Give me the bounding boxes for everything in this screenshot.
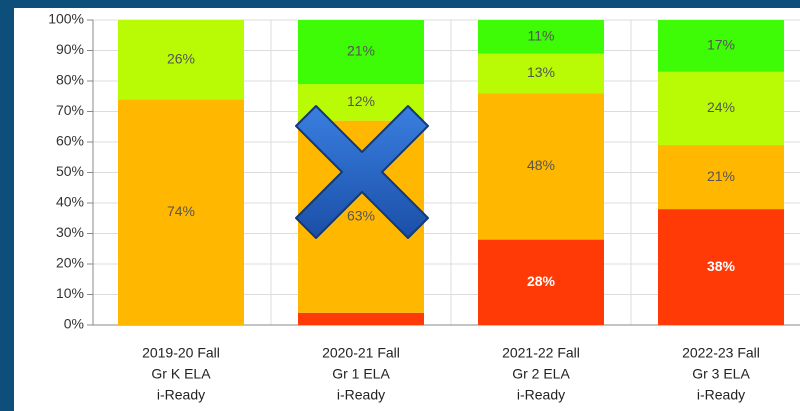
y-tick-label: 70% <box>56 102 84 118</box>
data-label: 63% <box>347 207 375 223</box>
bar-segment <box>118 20 244 100</box>
y-tick-label: 20% <box>56 255 84 271</box>
bar-segment <box>298 20 424 85</box>
x-tick-label: 2022-23 Fall <box>682 345 760 361</box>
bar-segment <box>658 209 784 325</box>
bar-segment <box>478 20 604 54</box>
data-label: 21% <box>707 168 735 184</box>
x-icon <box>295 105 429 239</box>
y-tick-label: 90% <box>56 41 84 57</box>
bar-segment <box>478 93 604 240</box>
y-tick-label: 60% <box>56 133 84 149</box>
y-tick-label: 30% <box>56 224 84 240</box>
y-tick-label: 10% <box>56 285 84 301</box>
x-tick-label: 2021-22 Fall <box>502 345 580 361</box>
bar-segment <box>658 71 784 146</box>
data-label: 17% <box>707 37 735 53</box>
bar-segment <box>478 239 604 325</box>
bar-segment <box>658 20 784 72</box>
data-label: 11% <box>528 27 555 43</box>
data-label: 12% <box>347 93 375 109</box>
y-tick-label: 80% <box>56 72 84 88</box>
data-label: 13% <box>527 64 555 80</box>
data-label: 21% <box>347 43 375 59</box>
data-label: 28% <box>527 273 556 289</box>
x-tick-label: Gr K ELA <box>151 366 211 382</box>
data-label: 48% <box>527 157 555 173</box>
x-tick-label: 2019-20 Fall <box>142 345 220 361</box>
x-shape <box>295 105 429 239</box>
x-tick-label: Gr 1 ELA <box>332 366 390 382</box>
data-label: 74% <box>167 203 195 219</box>
x-tick-label: i-Ready <box>157 387 205 403</box>
data-label: 24% <box>707 99 735 115</box>
bar-segment <box>298 312 424 325</box>
y-tick-label: 40% <box>56 194 84 210</box>
x-tick-label: 2020-21 Fall <box>322 345 400 361</box>
y-tick-label: 50% <box>56 163 84 179</box>
bar-segment <box>478 53 604 94</box>
x-tick-label: i-Ready <box>697 387 745 403</box>
x-tick-label: i-Ready <box>337 387 385 403</box>
data-label: 38% <box>707 258 736 274</box>
bar-segment <box>658 145 784 210</box>
bar-segment <box>118 99 244 325</box>
labels: 0% 10% 20% 30% 40% 50% 60% 70% 80% 90% 100% 74% 26% 2… <box>48 11 760 403</box>
x-tick-label: Gr 3 ELA <box>692 366 750 382</box>
x-tick-label: i-Ready <box>517 387 565 403</box>
y-tick-label: 0% <box>64 316 84 332</box>
x-tick-label: Gr 2 ELA <box>512 366 570 382</box>
y-tick-label: 100% <box>48 11 84 27</box>
data-label: 26% <box>167 50 195 66</box>
